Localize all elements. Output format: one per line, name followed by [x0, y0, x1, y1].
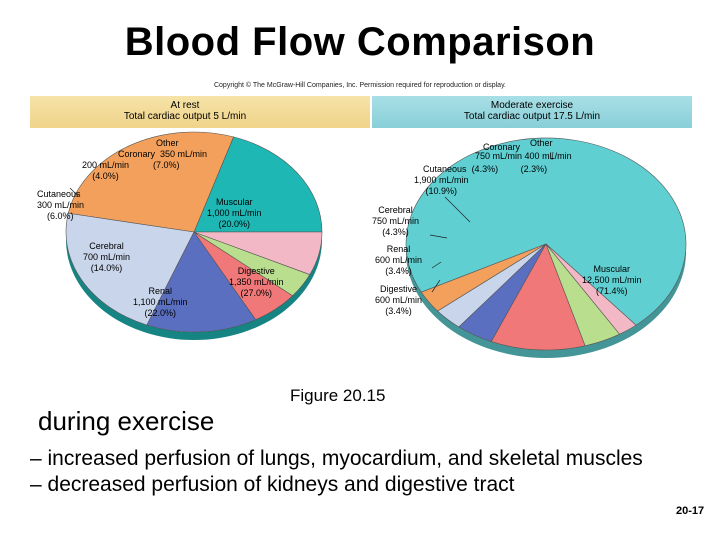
ex-cerebral-leader — [429, 234, 448, 239]
ex-label-renal: Renal 600 mL/min (3.4%) — [375, 244, 422, 277]
ex-other-name-label: Other — [530, 138, 553, 149]
rest-label-cutaneous: Cutaneous 300 mL/min (6.0%) — [37, 189, 84, 222]
ex-label-digestive: Digestive 600 mL/min (3.4%) — [375, 284, 422, 317]
rest-cutaneous-flow: 300 mL/min — [37, 200, 85, 210]
rest-other-flow: 350 mL/min — [160, 149, 208, 159]
rest-slice-renal — [65, 212, 195, 326]
ex-coronary-name-label: Coronary — [483, 142, 520, 153]
ex-label-cerebral: Cerebral 750 mL/min (4.3%) — [372, 205, 419, 238]
rest-label-renal: Renal 1,100 mL/min (22.0%) — [133, 286, 188, 319]
rest-label-digestive: Digestive 1,350 mL/min (27.0%) — [229, 266, 284, 299]
rest-digestive-pct: (27.0%) — [240, 288, 273, 298]
ex-muscular-flow: 12,500 mL/min — [582, 275, 642, 285]
ex-renal-flow: 600 mL/min — [375, 255, 423, 265]
rest-label-other: Other Coronary 350 mL/min — [118, 138, 207, 160]
ex-other-leader — [551, 151, 554, 161]
ex-coronary-name: Coronary — [483, 142, 521, 152]
ex-coronary-pct: (4.3%) — [471, 164, 499, 174]
exercise-condition-label: Moderate exercise — [490, 100, 574, 111]
rest-cutaneous-pct: (6.0%) — [47, 211, 74, 221]
rest-panel-header: At rest Total cardiac output 5 L/min — [30, 96, 370, 128]
rest-renal-name: Renal — [148, 286, 173, 296]
rest-slice-digestive — [67, 131, 234, 233]
rest-muscular-pct: (20.0%) — [218, 219, 251, 229]
rest-renal-pct: (22.0%) — [144, 308, 177, 318]
rest-coronary-flow: 200 mL/min — [82, 160, 130, 170]
exercise-cardiac-output-label: Total cardiac output 17.5 L/min — [463, 111, 601, 122]
ex-digestive-leader — [431, 279, 441, 293]
rest-pie-chart — [65, 131, 323, 340]
rest-slice-muscular — [193, 136, 323, 233]
ex-cutaneous-leader — [444, 196, 471, 223]
rest-coronary-pct: (4.0%) — [92, 171, 119, 181]
exercise-slice-other — [545, 243, 637, 335]
ex-label-cutaneous: Cutaneous (4.3%) (2.3%) — [423, 164, 547, 175]
rest-other-pct: (7.0%) — [153, 160, 180, 170]
ex-cutaneous-pct: (10.9%) — [425, 186, 458, 196]
rest-other-name: Other — [156, 138, 179, 148]
slide-title: Blood Flow Comparison — [124, 20, 596, 64]
rest-condition-label: At rest — [170, 100, 200, 111]
rest-digestive-flow: 1,350 mL/min — [229, 277, 284, 287]
rest-label-coronary: 200 mL/min (4.0%) — [82, 160, 129, 182]
rest-muscular-name: Muscular — [216, 197, 253, 207]
rest-cutaneous-name: Cutaneous — [37, 189, 81, 199]
rest-cutaneous-leader — [69, 187, 79, 197]
rest-cerebral-flow: 700 mL/min — [83, 252, 131, 262]
bullet-list: – increased perfusion of lungs, myocardi… — [30, 446, 643, 498]
ex-renal-pct: (3.4%) — [385, 266, 412, 276]
page-number: 20-17 — [676, 505, 705, 517]
rest-slice-cerebral — [146, 231, 257, 333]
exercise-panel-header: Moderate exercise Total cardiac output 1… — [372, 96, 692, 128]
ex-renal-leader — [431, 261, 442, 269]
exercise-slice-cutaneous — [490, 243, 586, 351]
ex-renal-name: Renal — [386, 244, 411, 254]
rest-muscular-flow: 1,000 mL/min — [207, 208, 262, 218]
ex-cerebral-name: Cerebral — [378, 205, 413, 215]
rest-cerebral-pct: (14.0%) — [90, 263, 123, 273]
ex-cerebral-flow: 750 mL/min — [372, 216, 420, 226]
rest-cerebral-name: Cerebral — [89, 241, 124, 251]
exercise-pie-chart — [405, 137, 687, 358]
ex-label-flows: 750 mL/min 400 mL/min — [475, 151, 572, 162]
exercise-slice-muscular — [405, 137, 687, 326]
rest-coronary-name: Coronary — [118, 149, 156, 159]
ex-cutaneous-flow: 1,900 mL/min — [414, 175, 469, 185]
ex-digestive-pct: (3.4%) — [385, 306, 412, 316]
bullet-item: – increased perfusion of lungs, myocardi… — [30, 447, 643, 470]
rest-label-muscular: Muscular 1,000 mL/min (20.0%) — [207, 197, 262, 230]
ex-label-muscular: Muscular 12,500 mL/min (71.4%) — [582, 264, 642, 297]
copyright-notice: Copyright © The McGraw-Hill Companies, I… — [213, 82, 506, 89]
rest-other-pct-label: (7.0%) — [153, 160, 180, 171]
ex-cutaneous-name: Cutaneous — [423, 164, 467, 174]
ex-other-flow: 400 mL/min — [524, 151, 572, 161]
ex-coronary-flow: 750 mL/min — [475, 151, 523, 161]
bullet-item: – decreased perfusion of kidneys and dig… — [30, 473, 515, 496]
ex-cerebral-pct: (4.3%) — [382, 227, 409, 237]
ex-muscular-pct: (71.4%) — [596, 286, 628, 296]
leader-lines — [69, 151, 554, 293]
subheading: during exercise — [38, 406, 215, 436]
ex-digestive-name: Digestive — [380, 284, 418, 294]
ex-other-name: Other — [530, 138, 553, 148]
rest-renal-flow: 1,100 mL/min — [133, 297, 188, 307]
figure-caption: Figure 20.15 — [290, 386, 386, 405]
ex-digestive-flow: 600 mL/min — [375, 295, 423, 305]
rest-label-cerebral: Cerebral 700 mL/min (14.0%) — [83, 241, 130, 274]
rest-digestive-name: Digestive — [237, 266, 275, 276]
rest-cardiac-output-label: Total cardiac output 5 L/min — [123, 111, 247, 122]
ex-other-pct: (2.3%) — [520, 164, 548, 174]
ex-cutaneous-values: 1,900 mL/min (10.9%) — [414, 175, 469, 197]
rest-slice-other — [193, 231, 323, 275]
ex-muscular-name: Muscular — [593, 264, 631, 274]
